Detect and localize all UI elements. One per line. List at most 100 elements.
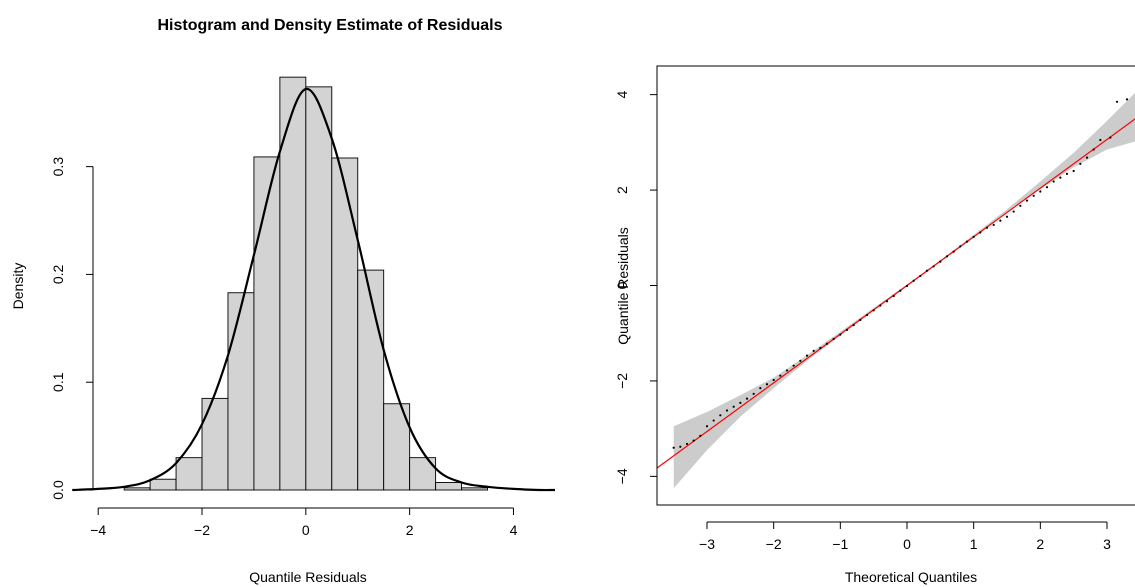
qq-point [759, 386, 762, 390]
qq-point [765, 383, 769, 386]
qq-x-axis: −3 −2 −1 0 1 2 3 [699, 521, 1111, 552]
histogram-panel: Histogram and Density Estimate of Residu… [10, 17, 556, 585]
qq-point [799, 359, 802, 362]
histogram-x-tick-label: 0 [302, 522, 310, 538]
qq-x-tick-label: −1 [832, 536, 848, 552]
qq-point [1005, 215, 1009, 218]
qq-point [699, 434, 702, 437]
histogram-x-axis-label: Quantile Residuals [249, 569, 367, 585]
qq-point [1019, 204, 1022, 207]
qq-point [979, 231, 982, 234]
histogram-y-tick-label: 0.0 [50, 480, 66, 500]
qq-y-tick-label: 4 [614, 91, 630, 99]
qq-point [892, 294, 895, 298]
qq-point [672, 446, 675, 449]
qq-point [999, 219, 1002, 222]
qq-y-tick-label: −4 [614, 468, 630, 484]
histogram-x-tick-label: −4 [90, 522, 106, 538]
qq-point [845, 328, 849, 331]
qq-x-tick-label: 3 [1103, 536, 1111, 552]
histogram-bar [175, 457, 203, 491]
qq-point [839, 333, 842, 336]
qq-x-tick-label: 0 [903, 536, 911, 552]
qq-point [1065, 172, 1069, 175]
qq-point [965, 240, 969, 243]
histogram-bar [253, 156, 281, 491]
qq-point [812, 349, 815, 352]
histogram-x-axis: −4 −2 0 2 4 [90, 507, 518, 538]
qq-y-tick-label: 2 [614, 186, 630, 194]
qq-point [1085, 156, 1089, 159]
qq-point [912, 279, 915, 282]
qq-point [1045, 186, 1049, 189]
qq-point [945, 255, 949, 258]
qq-points [672, 98, 1129, 449]
histogram-bar [435, 482, 463, 491]
histogram-x-tick-label: 2 [406, 522, 414, 538]
histogram-bar [305, 86, 333, 491]
qq-point [859, 318, 862, 321]
qq-point [872, 309, 875, 312]
qq-x-tick-label: 1 [970, 536, 978, 552]
qq-point [1115, 100, 1119, 103]
qq-point [1099, 138, 1102, 142]
qq-point [1012, 210, 1015, 213]
qq-point [772, 378, 775, 382]
qq-point [1079, 162, 1082, 165]
qq-x-tick-label: −3 [699, 536, 715, 552]
histogram-bar [331, 157, 359, 491]
qq-point [1025, 199, 1029, 202]
qq-y-axis-label: Quantile Residuals [615, 227, 631, 345]
qq-x-tick-label: −2 [766, 536, 782, 552]
qq-point [852, 324, 855, 327]
qq-point [692, 439, 695, 442]
density-curve [72, 87, 556, 492]
qq-point [1039, 190, 1042, 193]
qq-point [919, 274, 922, 278]
qq-point [832, 337, 835, 341]
qq-point [705, 425, 709, 428]
qq-point [679, 445, 682, 448]
histogram-bars [123, 76, 488, 491]
histogram-y-tick-label: 0.2 [50, 264, 66, 284]
qq-point [712, 419, 715, 422]
qq-point [905, 284, 909, 288]
qq-point [819, 346, 822, 350]
histogram-x-tick-label: 4 [510, 522, 518, 538]
qq-point [879, 304, 882, 307]
qq-point [1032, 194, 1035, 197]
qq-point [885, 300, 889, 303]
qq-point [1072, 169, 1075, 173]
qq-point [685, 442, 689, 446]
histogram-bar [201, 397, 229, 491]
qq-point [1052, 180, 1055, 183]
histogram-bar [279, 76, 307, 491]
qq-x-axis-label: Theoretical Quantiles [845, 569, 977, 585]
qq-point [752, 392, 755, 395]
qq-point [992, 223, 995, 226]
histogram-bar [357, 269, 385, 491]
qq-point [825, 342, 829, 345]
qq-point [972, 235, 975, 238]
histogram-y-axis: 0.0 0.1 0.2 0.3 [50, 157, 94, 500]
qq-y-axis: −4 −2 0 2 4 [614, 91, 657, 484]
qq-point [745, 397, 749, 400]
qq-point [985, 226, 989, 229]
qq-point [932, 265, 935, 268]
histogram-bar [123, 487, 151, 491]
qq-point [1109, 136, 1112, 139]
histogram-x-tick-label: −2 [194, 522, 210, 538]
histogram-bar [227, 292, 255, 491]
histogram-title: Histogram and Density Estimate of Residu… [158, 17, 503, 34]
qq-point [792, 364, 795, 367]
qq-point [732, 405, 735, 408]
histogram-bar [461, 487, 488, 491]
qq-point [925, 269, 929, 272]
histogram-bar [149, 478, 177, 491]
qq-point [865, 313, 869, 317]
qq-point [785, 369, 789, 372]
histogram-y-tick-label: 0.1 [50, 372, 66, 392]
qq-point [899, 289, 902, 292]
qq-point [1059, 176, 1062, 179]
